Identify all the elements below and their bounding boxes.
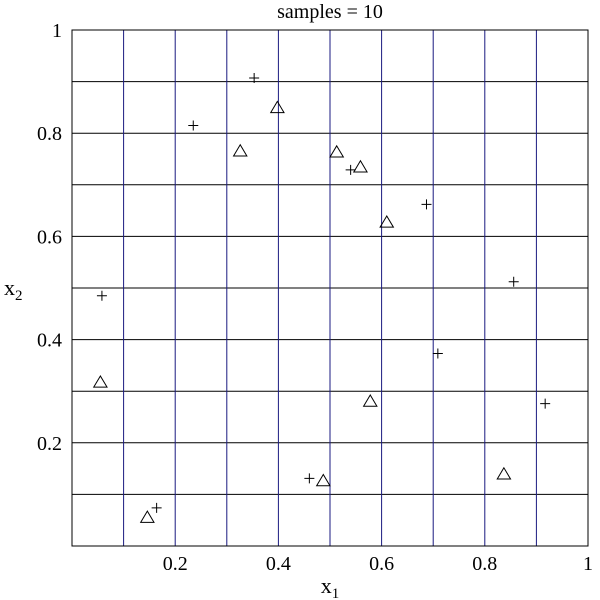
plus-marker xyxy=(188,120,199,131)
plus-marker xyxy=(540,398,551,409)
plus-marker xyxy=(432,348,443,359)
chart-title: samples = 10 xyxy=(277,1,383,23)
triangle-marker xyxy=(362,394,378,407)
plus-marker xyxy=(508,276,519,287)
triangle-marker xyxy=(329,144,345,158)
y-tick-label: 0.2 xyxy=(37,433,62,455)
triangle-marker xyxy=(92,374,108,388)
y-tick-label: 0.4 xyxy=(37,330,62,352)
grid-lines xyxy=(72,30,588,546)
triangle-marker xyxy=(232,143,248,157)
y-tick-label: 0.6 xyxy=(37,226,62,248)
y-tick-labels: 0.2 0.4 0.6 0.8 1 xyxy=(37,20,62,455)
plus-marker xyxy=(345,164,356,175)
x-tick-label: 0.4 xyxy=(266,553,291,575)
y-axis-label-subscript: 2 xyxy=(15,288,23,304)
y-axis-label: x2 xyxy=(4,275,23,304)
y-tick-label: 0.8 xyxy=(37,123,62,145)
plus-marker xyxy=(304,473,315,484)
plus-marker xyxy=(421,199,432,210)
plus-marker xyxy=(151,502,162,513)
plot-frame xyxy=(71,29,589,547)
plus-marker xyxy=(249,72,260,83)
x-tick-label: 1 xyxy=(583,553,593,575)
triangle-marker xyxy=(496,466,512,480)
triangle-marker xyxy=(352,159,368,173)
triangle-marker xyxy=(139,510,155,523)
x-tick-label: 0.2 xyxy=(163,553,188,575)
x-axis-label-main: x xyxy=(321,573,332,598)
x-tick-labels: 0.2 0.4 0.6 0.8 1 xyxy=(163,553,593,575)
triangle-marker xyxy=(315,473,331,487)
x-tick-label: 0.8 xyxy=(472,553,497,575)
triangle-marker xyxy=(269,100,285,114)
y-tick-label: 1 xyxy=(52,20,62,42)
data-points xyxy=(92,72,551,523)
triangle-marker xyxy=(379,215,395,228)
y-axis-label-main: x xyxy=(4,275,15,300)
x-axis-label: x1 xyxy=(321,573,340,600)
x-axis-label-subscript: 1 xyxy=(332,586,340,600)
x-tick-label: 0.6 xyxy=(369,553,394,575)
plus-marker xyxy=(96,290,107,301)
